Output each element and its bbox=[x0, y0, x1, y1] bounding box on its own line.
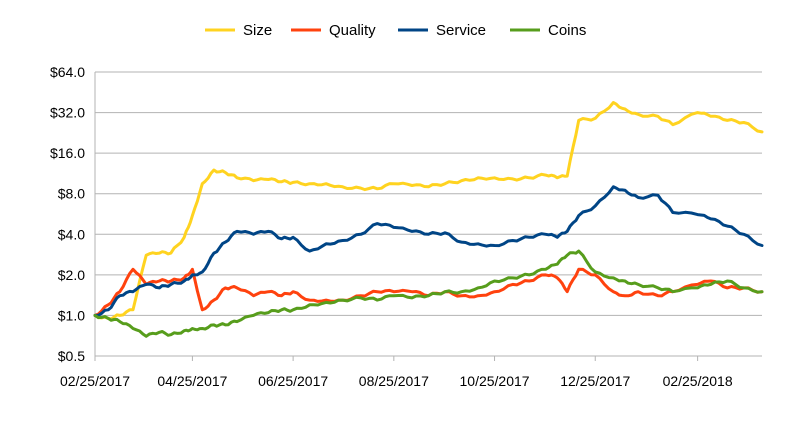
x-tick-label: 12/25/2017 bbox=[560, 373, 630, 389]
y-tick-label: $64.0 bbox=[50, 64, 85, 80]
series-line-coins bbox=[93, 249, 764, 338]
legend-label-quality: Quality bbox=[329, 22, 376, 39]
x-tick-label: 10/25/2017 bbox=[460, 373, 530, 389]
legend-label-size: Size bbox=[243, 22, 272, 39]
series-lines bbox=[93, 101, 764, 338]
y-axis-ticks: $0.5 $1.0 $2.0 $4.0 $8.0 $16.0 $32.0 $64.0 bbox=[50, 64, 85, 364]
x-tick-label: 02/25/2017 bbox=[60, 373, 130, 389]
y-tick-label: $1.0 bbox=[58, 307, 85, 323]
series-line-service bbox=[93, 185, 764, 317]
legend-label-service: Service bbox=[436, 22, 486, 39]
x-tick-label: 04/25/2017 bbox=[157, 373, 227, 389]
gridlines bbox=[95, 71, 762, 357]
series-line-size bbox=[93, 101, 764, 321]
y-tick-label: $8.0 bbox=[58, 186, 85, 202]
x-tick-label: 06/25/2017 bbox=[258, 373, 328, 389]
y-tick-label: $4.0 bbox=[58, 226, 85, 242]
y-tick-label: $2.0 bbox=[58, 267, 85, 283]
series-line-quality bbox=[93, 267, 764, 317]
y-tick-label: $16.0 bbox=[50, 145, 85, 161]
x-tick-label: 08/25/2017 bbox=[359, 373, 429, 389]
legend: Size Quality Service Coins bbox=[205, 22, 586, 39]
y-tick-label: $32.0 bbox=[50, 105, 85, 121]
x-axis-ticks: 02/25/2017 04/25/2017 06/25/2017 08/25/2017… bbox=[60, 356, 733, 389]
y-tick-label: $0.5 bbox=[58, 348, 85, 364]
x-tick-label: 02/25/2018 bbox=[663, 373, 733, 389]
legend-label-coins: Coins bbox=[548, 22, 586, 39]
